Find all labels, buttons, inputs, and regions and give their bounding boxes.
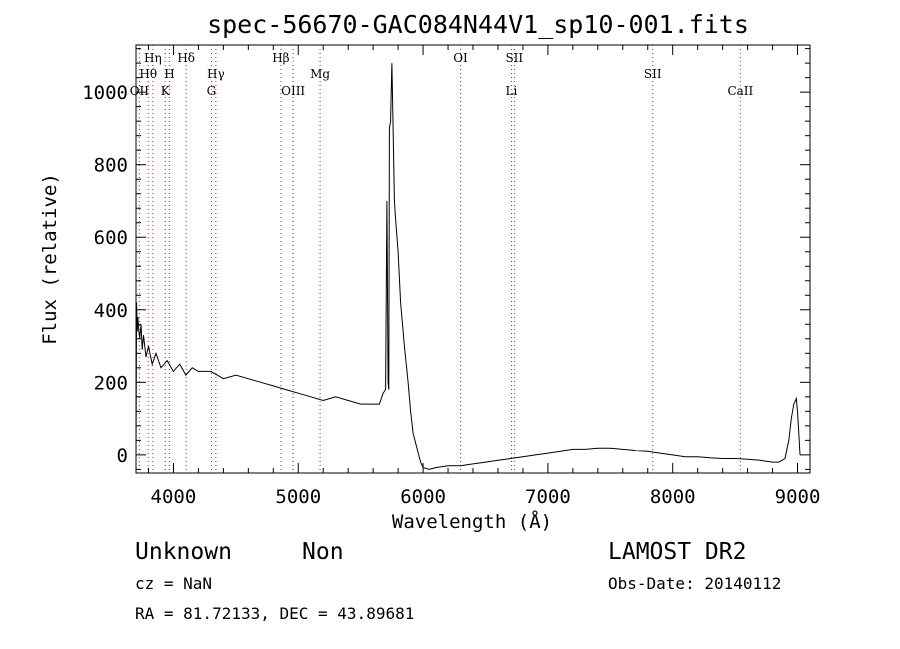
chart-title: spec-56670-GAC084N44V1_sp10-001.fits	[207, 10, 749, 39]
emission-line-label: Hθ	[139, 67, 157, 81]
emission-line-label: CaII	[727, 84, 753, 98]
plot-frame	[135, 44, 811, 474]
emission-line-label: OI	[453, 51, 468, 65]
y-axis-label: Flux (relative)	[39, 173, 61, 345]
emission-line-label: Hβ	[272, 51, 289, 65]
object-subclass: Non	[302, 539, 344, 565]
y-tick-label: 600	[94, 227, 128, 249]
y-axis-ticks: 0 200 400 600 800 1000	[82, 48, 810, 470]
emission-line-label: K	[161, 84, 171, 98]
x-tick-label: 7000	[525, 486, 571, 508]
y-tick-label: 1000	[82, 82, 128, 104]
emission-line-label: OIII	[281, 84, 305, 98]
survey-name: LAMOST DR2	[608, 539, 746, 565]
x-tick-label: 5000	[275, 486, 321, 508]
x-tick-label: 8000	[650, 486, 696, 508]
x-tick-label: 6000	[400, 486, 446, 508]
x-axis-ticks: 4000 5000 6000 7000 8000 9000	[147, 45, 821, 508]
y-tick-label: 400	[94, 300, 128, 322]
y-tick-label: 800	[94, 155, 128, 177]
emission-line-label: Li	[506, 84, 518, 98]
redshift-text: cz = NaN	[135, 574, 212, 593]
emission-line-label: Hη	[144, 51, 162, 65]
emission-line-label: OII	[130, 84, 150, 98]
spectrum-series-line	[135, 63, 801, 470]
emission-line-label: Hγ	[207, 67, 225, 81]
y-tick-label: 0	[117, 445, 128, 467]
emission-line-markers	[138, 45, 741, 473]
object-class: Unknown	[135, 539, 232, 565]
coordinates-text: RA = 81.72133, DEC = 43.89681	[135, 604, 414, 623]
emission-line-label: G	[207, 84, 217, 98]
x-tick-label: 9000	[775, 486, 821, 508]
x-axis-label: Wavelength (Å)	[392, 510, 552, 533]
x-tick-label: 4000	[151, 486, 197, 508]
y-tick-label: 200	[94, 372, 128, 394]
emission-line-label: Hδ	[177, 51, 195, 65]
obs-date: Obs-Date: 20140112	[608, 574, 781, 593]
emission-line-labels: Hη Hθ OII HK Hδ Hγ G Hβ OIII Mg OI SII Li SII CaII	[130, 51, 754, 98]
emission-line-label: SII	[505, 51, 523, 65]
emission-line-label: H	[164, 67, 174, 81]
emission-line-label: Mg	[310, 67, 330, 81]
emission-line-label: SII	[644, 67, 662, 81]
